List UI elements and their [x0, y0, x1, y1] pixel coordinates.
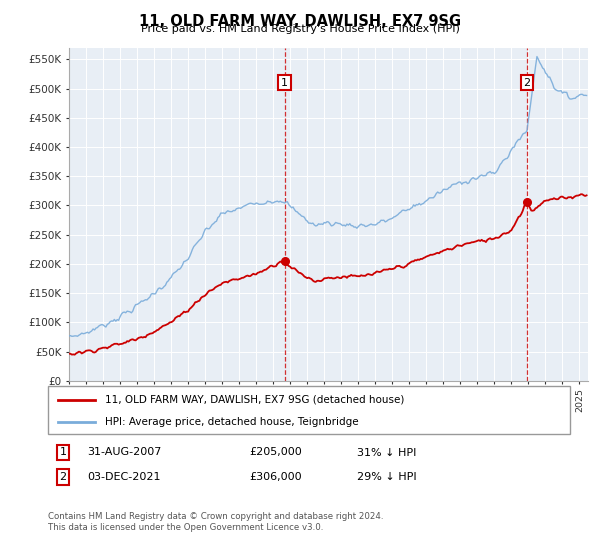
Text: HPI: Average price, detached house, Teignbridge: HPI: Average price, detached house, Teig… [106, 417, 359, 427]
Text: 1: 1 [59, 447, 67, 458]
Text: 31% ↓ HPI: 31% ↓ HPI [357, 447, 416, 458]
Text: 29% ↓ HPI: 29% ↓ HPI [357, 472, 416, 482]
Text: 03-DEC-2021: 03-DEC-2021 [87, 472, 161, 482]
Text: 31-AUG-2007: 31-AUG-2007 [87, 447, 161, 458]
Text: 2: 2 [523, 78, 530, 88]
Text: £205,000: £205,000 [249, 447, 302, 458]
Text: 11, OLD FARM WAY, DAWLISH, EX7 9SG (detached house): 11, OLD FARM WAY, DAWLISH, EX7 9SG (deta… [106, 395, 405, 405]
Text: 11, OLD FARM WAY, DAWLISH, EX7 9SG: 11, OLD FARM WAY, DAWLISH, EX7 9SG [139, 14, 461, 29]
Text: 2: 2 [59, 472, 67, 482]
FancyBboxPatch shape [48, 386, 570, 434]
Text: Contains HM Land Registry data © Crown copyright and database right 2024.
This d: Contains HM Land Registry data © Crown c… [48, 512, 383, 532]
Text: 1: 1 [281, 78, 288, 88]
Text: £306,000: £306,000 [249, 472, 302, 482]
Text: Price paid vs. HM Land Registry's House Price Index (HPI): Price paid vs. HM Land Registry's House … [140, 24, 460, 34]
